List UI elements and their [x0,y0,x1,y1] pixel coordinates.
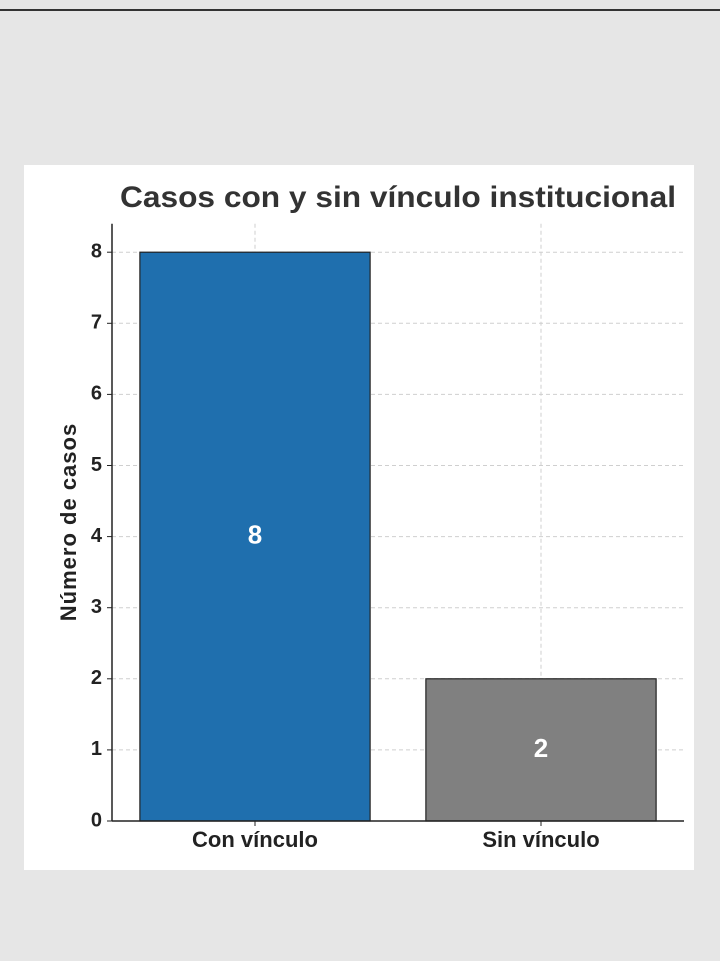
y-tick-label: 3 [91,596,102,618]
y-tick-label: 0 [91,809,102,831]
y-tick-label: 4 [91,525,103,547]
chart-title: Casos con y sin vínculo institucional [120,181,676,214]
y-tick-label: 6 [91,383,102,405]
data-label: 2 [534,733,548,763]
y-tick-label: 8 [91,240,102,262]
y-tick-label: 7 [91,312,102,334]
y-tick-label: 2 [91,667,102,689]
y-tick-label: 1 [91,738,102,760]
x-tick-label: Con vínculo [192,827,318,852]
y-axis-label: Número de casos [56,423,81,621]
y-tick-label: 5 [91,454,102,476]
top-border [0,9,720,11]
x-tick-label: Sin vínculo [482,827,599,852]
data-label: 8 [248,519,262,549]
bar [139,251,371,822]
